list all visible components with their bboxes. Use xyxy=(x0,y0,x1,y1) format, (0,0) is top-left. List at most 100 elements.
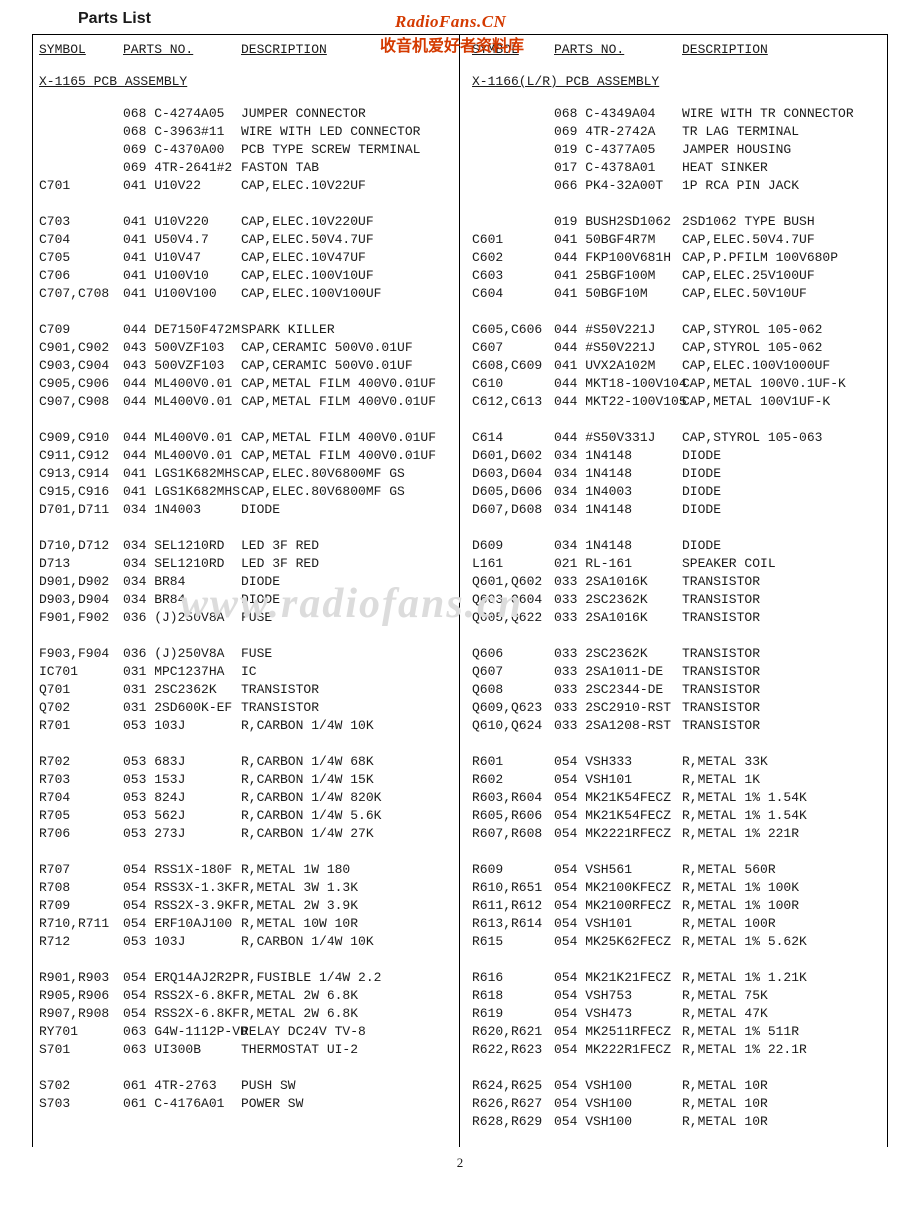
cell-symbol: R620,R621 xyxy=(472,1023,554,1041)
cell-partno: 034 1N4148 xyxy=(554,501,682,519)
group-spacer xyxy=(39,627,457,645)
parts-row: D603,D604034 1N4148DIODE xyxy=(472,465,885,483)
cell-partno: 036 (J)250V8A xyxy=(123,645,241,663)
parts-row: C614044 #S50V331JCAP,STYROL 105-063 xyxy=(472,429,885,447)
cell-partno: 044 FKP100V681H xyxy=(554,249,682,267)
cell-symbol: R618 xyxy=(472,987,554,1005)
parts-row: R611,R612054 MK2100RFECZR,METAL 1% 100R xyxy=(472,897,885,915)
cell-desc: CAP,STYROL 105-062 xyxy=(682,339,885,357)
group-spacer xyxy=(472,627,885,645)
group-spacer xyxy=(39,951,457,969)
cell-symbol: R615 xyxy=(472,933,554,951)
parts-row: Q609,Q623033 2SC2910-RSTTRANSISTOR xyxy=(472,699,885,717)
cell-desc: WIRE WITH TR CONNECTOR xyxy=(682,105,885,123)
parts-row: Q610,Q624033 2SA1208-RSTTRANSISTOR xyxy=(472,717,885,735)
cell-partno: 034 1N4003 xyxy=(554,483,682,501)
parts-row: D713034 SEL1210RDLED 3F RED xyxy=(39,555,457,573)
cell-desc: TRANSISTOR xyxy=(682,681,885,699)
cell-partno: 054 MK21K21FECZ xyxy=(554,969,682,987)
parts-row: R603,R604054 MK21K54FECZR,METAL 1% 1.54K xyxy=(472,789,885,807)
parts-row: R701053 103JR,CARBON 1/4W 10K xyxy=(39,717,457,735)
cell-partno: 036 (J)250V8A xyxy=(123,609,241,627)
cell-partno: 041 U100V10 xyxy=(123,267,241,285)
cell-partno: 041 U50V4.7 xyxy=(123,231,241,249)
cell-symbol: D609 xyxy=(472,537,554,555)
parts-row: 068 C-4274A05JUMPER CONNECTOR xyxy=(39,105,457,123)
cell-symbol: R610,R651 xyxy=(472,879,554,897)
cell-partno: 054 ERQ14AJ2R2P xyxy=(123,969,241,987)
cell-desc: R,CARBON 1/4W 68K xyxy=(241,753,457,771)
parts-row: R905,R906054 RSS2X-6.8KFR,METAL 2W 6.8K xyxy=(39,987,457,1005)
cell-symbol: D603,D604 xyxy=(472,465,554,483)
cell-symbol: C605,C606 xyxy=(472,321,554,339)
cell-desc: SPEAKER COIL xyxy=(682,555,885,573)
cell-symbol: R703 xyxy=(39,771,123,789)
right-column: SYMBOLPARTS NO.DESCRIPTIONX-1166(L/R) PC… xyxy=(460,35,887,1147)
parts-row: R616054 MK21K21FECZR,METAL 1% 1.21K xyxy=(472,969,885,987)
cell-partno: 031 2SC2362K xyxy=(123,681,241,699)
group-spacer xyxy=(472,519,885,537)
parts-row: R622,R623054 MK222R1FECZR,METAL 1% 22.1R xyxy=(472,1041,885,1059)
cell-desc: R,METAL 1% 100R xyxy=(682,897,885,915)
cell-symbol: D701,D711 xyxy=(39,501,123,519)
cell-partno: 033 2SA1011-DE xyxy=(554,663,682,681)
cell-desc: R,METAL 10W 10R xyxy=(241,915,457,933)
parts-row: D605,D606034 1N4003DIODE xyxy=(472,483,885,501)
cell-partno: 044 MKT18-100V104 xyxy=(554,375,682,393)
cell-symbol: C905,C906 xyxy=(39,375,123,393)
cell-desc: TRANSISTOR xyxy=(682,645,885,663)
cell-desc: CAP,ELEC.10V47UF xyxy=(241,249,457,267)
parts-row: Q701031 2SC2362KTRANSISTOR xyxy=(39,681,457,699)
cell-desc: R,METAL 3W 1.3K xyxy=(241,879,457,897)
cell-symbol: C602 xyxy=(472,249,554,267)
parts-row: R605,R606054 MK21K54FECZR,METAL 1% 1.54K xyxy=(472,807,885,825)
cell-symbol: Q607 xyxy=(472,663,554,681)
cell-partno: 054 VSH333 xyxy=(554,753,682,771)
parts-row: C911,C912044 ML400V0.01CAP,METAL FILM 40… xyxy=(39,447,457,465)
cell-symbol: C707,C708 xyxy=(39,285,123,303)
cell-desc: CAP,ELEC.100V100UF xyxy=(241,285,457,303)
group-spacer xyxy=(39,735,457,753)
cell-partno: 054 VSH101 xyxy=(554,915,682,933)
parts-row: D607,D608034 1N4148DIODE xyxy=(472,501,885,519)
cell-partno: 044 DE7150F472M xyxy=(123,321,241,339)
cell-partno: 044 ML400V0.01 xyxy=(123,447,241,465)
hdr-partno: PARTS NO. xyxy=(123,42,193,57)
cell-partno: 034 1N4148 xyxy=(554,537,682,555)
cell-partno: 041 U10V220 xyxy=(123,213,241,231)
page: RadioFans.CN 收音机爱好者资料库 www.radiofans.cn … xyxy=(0,0,920,1201)
cell-partno: 054 VSH561 xyxy=(554,861,682,879)
cell-partno: 054 MK2221RFECZ xyxy=(554,825,682,843)
parts-row: R628,R629054 VSH100R,METAL 10R xyxy=(472,1113,885,1131)
cell-partno: 041 50BGF10M xyxy=(554,285,682,303)
cell-partno: 069 C-4370A00 xyxy=(123,141,241,159)
cell-symbol: IC701 xyxy=(39,663,123,681)
parts-row: C705041 U10V47CAP,ELEC.10V47UF xyxy=(39,249,457,267)
parts-row: R710,R711054 ERF10AJ100R,METAL 10W 10R xyxy=(39,915,457,933)
parts-row: C603041 25BGF100MCAP,ELEC.25V100UF xyxy=(472,267,885,285)
parts-row: C903,C904043 500VZF103CAP,CERAMIC 500V0.… xyxy=(39,357,457,375)
cell-desc: R,METAL 2W 3.9K xyxy=(241,897,457,915)
cell-desc: R,METAL 1% 221R xyxy=(682,825,885,843)
cell-desc: CAP,STYROL 105-062 xyxy=(682,321,885,339)
cell-partno: 053 103J xyxy=(123,933,241,951)
cell-symbol: C607 xyxy=(472,339,554,357)
cell-desc: CAP,ELEC.80V6800MF GS xyxy=(241,465,457,483)
cell-symbol: C911,C912 xyxy=(39,447,123,465)
parts-row: 019 C-4377A05JAMPER HOUSING xyxy=(472,141,885,159)
cell-partno: 054 RSS2X-3.9KF xyxy=(123,897,241,915)
cell-desc: CAP,METAL FILM 400V0.01UF xyxy=(241,393,457,411)
cell-symbol: C612,C613 xyxy=(472,393,554,411)
cell-desc: TRANSISTOR xyxy=(241,681,457,699)
cell-partno: 041 50BGF4R7M xyxy=(554,231,682,249)
cell-desc: CAP,P.PFILM 100V680P xyxy=(682,249,885,267)
group-spacer xyxy=(472,843,885,861)
cell-symbol: C901,C902 xyxy=(39,339,123,357)
parts-row: 069 C-4370A00PCB TYPE SCREW TERMINAL xyxy=(39,141,457,159)
cell-partno: 063 G4W-1112P-VD xyxy=(123,1023,241,1041)
parts-row: R626,R627054 VSH100R,METAL 10R xyxy=(472,1095,885,1113)
parts-row: R602054 VSH101R,METAL 1K xyxy=(472,771,885,789)
cell-partno: 068 C-3963#11 xyxy=(123,123,241,141)
cell-desc: TRANSISTOR xyxy=(682,609,885,627)
cell-desc: R,CARBON 1/4W 10K xyxy=(241,933,457,951)
